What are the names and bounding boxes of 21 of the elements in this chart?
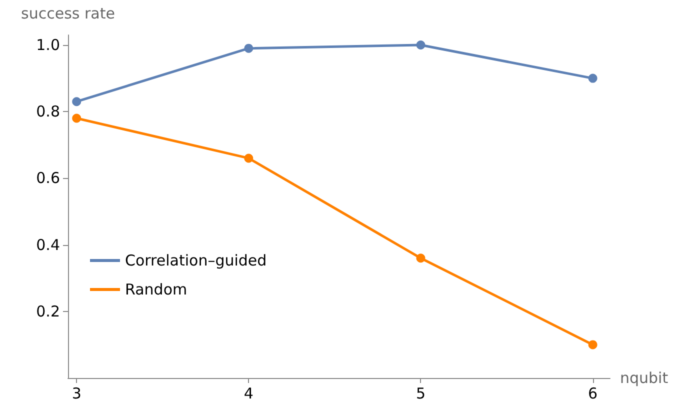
x-tick-label: 5 — [416, 384, 426, 402]
point — [72, 114, 82, 123]
legend-label: Correlation–guided — [125, 252, 267, 270]
y-tick-label: 0.2 — [36, 302, 60, 320]
point — [416, 254, 426, 263]
y-tick-label: 1.0 — [36, 36, 60, 54]
point — [244, 44, 254, 53]
point — [588, 340, 598, 350]
y-tick-label: 0.6 — [36, 169, 60, 188]
point — [416, 40, 426, 50]
y-axis-title: success rate — [21, 4, 115, 22]
y-tick-label: 0.8 — [36, 102, 60, 121]
y-tick-label: 0.4 — [36, 236, 60, 254]
x-tick-label: 4 — [244, 384, 254, 402]
point — [72, 97, 82, 106]
point — [244, 154, 254, 163]
x-axis-title: nqubit — [620, 369, 668, 387]
x-tick-label: 3 — [72, 384, 82, 402]
x-tick-label: 6 — [588, 384, 598, 402]
point — [588, 74, 598, 83]
legend-label: Random — [125, 280, 188, 298]
